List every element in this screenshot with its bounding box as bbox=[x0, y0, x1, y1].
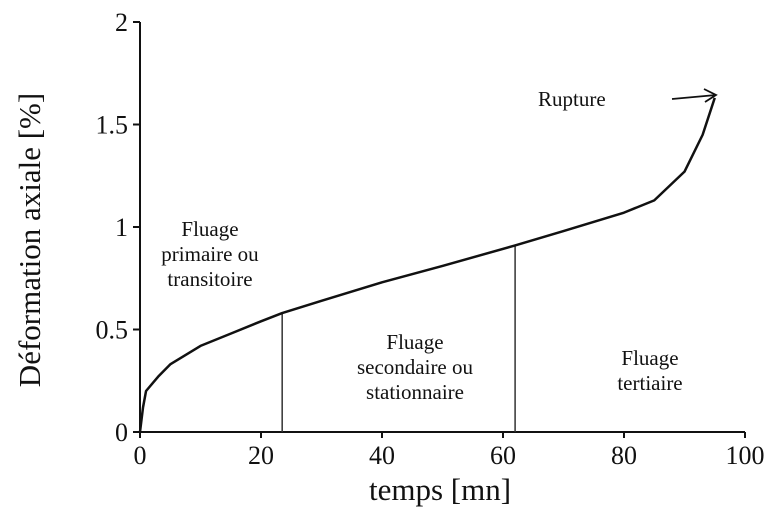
annotation: stationnaire bbox=[366, 380, 464, 404]
annotation: Rupture bbox=[538, 87, 606, 111]
annotation: Fluage bbox=[386, 330, 443, 354]
x-tick-label: 80 bbox=[611, 441, 637, 470]
x-tick-label: 100 bbox=[726, 441, 765, 470]
annotation: Fluage bbox=[621, 346, 678, 370]
annotation: secondaire ou bbox=[357, 355, 474, 379]
x-tick-label: 20 bbox=[248, 441, 274, 470]
annotation: tertiaire bbox=[617, 371, 682, 395]
x-axis-title: temps [mn] bbox=[369, 472, 511, 507]
annotation: Fluage bbox=[181, 217, 238, 241]
y-tick-label: 1.5 bbox=[96, 111, 129, 140]
x-tick-label: 60 bbox=[490, 441, 516, 470]
annotation: transitoire bbox=[167, 267, 252, 291]
y-tick-label: 1 bbox=[115, 213, 128, 242]
x-tick-label: 0 bbox=[134, 441, 147, 470]
y-tick-label: 0.5 bbox=[96, 316, 129, 345]
rupture-arrow bbox=[671, 88, 718, 103]
y-tick-label: 0 bbox=[115, 418, 128, 447]
y-axis-title: Déformation axiale [%] bbox=[12, 93, 47, 387]
annotation: primaire ou bbox=[161, 242, 259, 266]
x-tick-label: 40 bbox=[369, 441, 395, 470]
y-tick-label: 2 bbox=[115, 8, 128, 37]
curve bbox=[138, 97, 716, 433]
